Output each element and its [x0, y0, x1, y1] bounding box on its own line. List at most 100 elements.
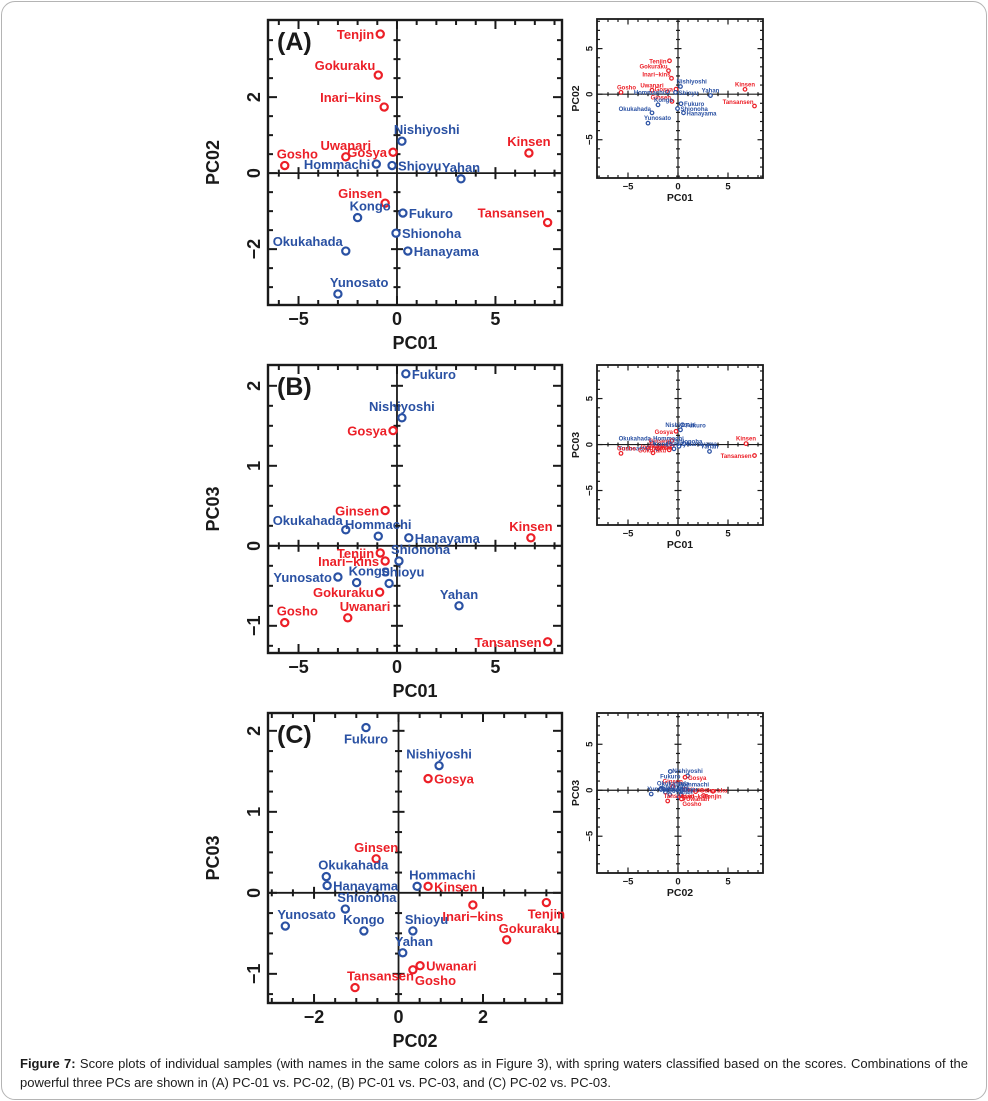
marker-kinsen	[743, 441, 749, 447]
marker-ginsen	[669, 438, 675, 443]
label-ginsen: Ginsen	[335, 504, 379, 519]
label-uwanari: Uwanari	[340, 599, 391, 614]
y-axis-label: PC03	[203, 486, 223, 531]
x-tick-label: −5	[623, 529, 635, 540]
marker-gosho	[679, 796, 684, 802]
label-kongo: Kongo	[343, 912, 384, 927]
marker-fukuro	[667, 769, 673, 774]
label-gosya: Gosya	[434, 772, 475, 787]
marker-uwanari	[415, 961, 425, 971]
label-okukahada: Okukahada	[273, 234, 344, 249]
label-hanayama: Hanayama	[333, 879, 399, 894]
y-tick-label: 0	[244, 541, 264, 551]
marker-gosho	[618, 450, 624, 456]
label-uwanari: Uwanari	[320, 138, 371, 153]
marker-tansansen	[542, 217, 553, 228]
label-gokuraku: Gokuraku	[638, 448, 666, 454]
y-tick-label: 5	[585, 395, 596, 401]
label-fukuro: Fukuro	[660, 774, 681, 780]
panel-A-inset-plot: −5 0 5 −5 0 5 PC01 PC02 TenjinGokurakuInari−kins…	[570, 18, 764, 204]
x-tick-label: −5	[623, 877, 635, 888]
marker-yunosato	[333, 289, 343, 299]
label-hanayama: Hanayama	[414, 244, 480, 259]
marker-inari-kins	[669, 75, 674, 81]
marker-tenjin	[667, 58, 672, 64]
marker-fukuro	[398, 208, 408, 218]
x-axis-label: PC01	[392, 333, 437, 353]
label-tenjin: Tenjin	[649, 59, 667, 65]
label-fukuro: Fukuro	[412, 367, 456, 382]
label-uwanari: Uwanari	[649, 446, 673, 452]
label-kongo: Kongo	[349, 564, 390, 579]
label-gokuraku: Gokuraku	[499, 921, 560, 936]
marker-gokuraku	[501, 935, 512, 945]
marker-shioyu	[387, 160, 397, 171]
marker-hanayama	[681, 441, 687, 447]
y-tick-label: −1	[244, 964, 264, 985]
y-axis-label: PC02	[570, 85, 582, 111]
label-gokuraku: Gokuraku	[313, 585, 374, 600]
marker-okukahada	[649, 110, 655, 116]
marker-gosya	[423, 773, 433, 784]
y-axis-label: PC03	[570, 432, 582, 458]
plot-frame	[266, 18, 564, 307]
label-tenjin: Tenjin	[337, 27, 374, 42]
marker-yahan	[708, 93, 713, 98]
y-tick-label: 2	[244, 381, 264, 391]
x-axis-label: PC01	[667, 539, 693, 551]
x-axis-label: PC02	[667, 887, 693, 899]
label-tenjin: Tenjin	[337, 546, 374, 561]
label-fukuro: Fukuro	[686, 423, 707, 429]
y-axis-label: PC03	[203, 835, 223, 880]
x-tick-label: −5	[623, 182, 635, 193]
marker-tansansen	[665, 798, 671, 804]
label-yahan: Yahan	[395, 934, 433, 949]
label-shionoha: Shionoha	[391, 542, 451, 557]
marker-shionoha	[391, 228, 401, 238]
marker-hommachi	[412, 881, 422, 892]
x-tick-label: 0	[394, 1007, 404, 1027]
marker-fukuro	[401, 369, 411, 379]
x-axis-label: PC01	[392, 681, 437, 701]
x-tick-label: 0	[392, 657, 402, 677]
marker-uwanari	[649, 87, 655, 93]
marker-kongo	[655, 102, 661, 108]
label-yahan: Yahan	[701, 444, 719, 450]
y-tick-label: −5	[585, 830, 596, 842]
panel-letter: (A)	[277, 28, 312, 56]
x-axis-label: PC02	[392, 1031, 437, 1051]
marker-gosho	[280, 160, 290, 171]
marker-shionoha	[663, 789, 668, 795]
label-yahan: Yahan	[675, 790, 693, 796]
label-inari-kins: Inari−kins	[318, 554, 379, 569]
marker-kongo	[655, 446, 660, 452]
x-tick-label: −5	[288, 657, 309, 677]
label-ginsen: Ginsen	[651, 95, 672, 101]
panel-C-main-plot: −2 0 2 −1 0 1 2 PC02 PC03 (C) Fukuro Nishiyoshi Gosy…	[203, 711, 565, 1051]
marker-tenjin	[710, 788, 716, 794]
label-shionoha: Shionoha	[337, 890, 397, 905]
marker-gokuraku	[701, 793, 706, 798]
y-tick-label: 0	[244, 888, 264, 898]
marker-yunosato	[645, 445, 651, 451]
label-kinsen: Kinsen	[434, 879, 477, 894]
label-tansansen: Tansansen	[478, 206, 545, 221]
marker-gosya	[388, 425, 398, 436]
label-yahan: Yahan	[702, 89, 720, 95]
label-shioyu: Shioyu	[381, 564, 424, 579]
marker-yahan	[707, 449, 712, 454]
label-kongo: Kongo	[654, 98, 673, 104]
y-tick-label: 0	[244, 168, 264, 178]
marker-gosya	[388, 147, 398, 157]
figure-caption: Figure 7: Score plots of individual samp…	[20, 1054, 968, 1092]
label-hommachi: Hommachi	[345, 517, 411, 532]
marker-inari-kins	[693, 789, 698, 795]
marker-fukuro	[361, 722, 371, 733]
label-inari-kins: Inari−kins	[642, 72, 671, 78]
y-axis-label: PC03	[570, 780, 582, 806]
marker-okukahada	[321, 871, 331, 882]
marker-nishiyoshi	[678, 427, 683, 433]
y-tick-label: −1	[244, 616, 264, 637]
